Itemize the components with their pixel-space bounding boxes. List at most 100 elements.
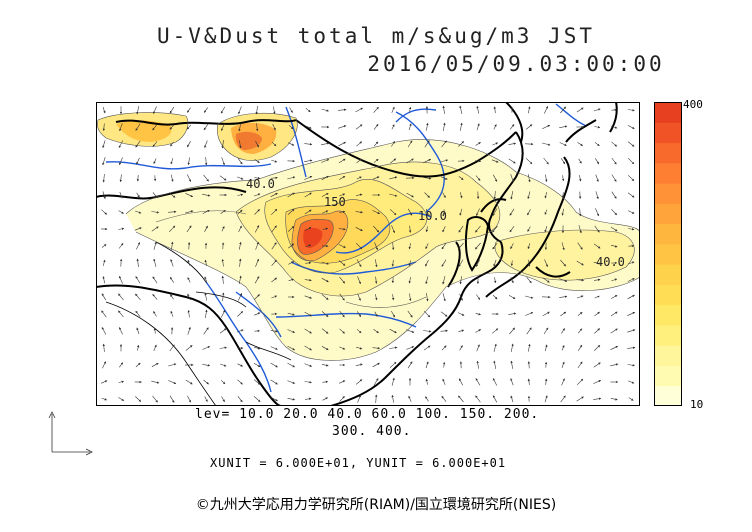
wind-arrow (527, 174, 531, 183)
wind-arrow (305, 244, 312, 248)
wind-arrow (339, 210, 346, 214)
wind-arrow (135, 310, 141, 317)
colorbar-swatch (654, 345, 682, 366)
wind-arrow (355, 363, 363, 366)
wind-arrow (576, 278, 585, 282)
wind-arrow (391, 310, 396, 318)
wind-arrow (578, 158, 582, 164)
wind-arrow (151, 226, 159, 232)
wind-arrow (458, 141, 465, 147)
wind-arrow (610, 398, 618, 401)
wind-arrow (339, 328, 345, 334)
wind-arrow (561, 361, 565, 368)
wind-arrow (101, 310, 107, 318)
wind-arrow (627, 364, 635, 367)
wind-arrow (187, 395, 191, 403)
wind-arrow (202, 210, 210, 214)
wind-arrow (118, 140, 124, 149)
wind-arrow (373, 106, 379, 113)
wind-arrow (373, 328, 379, 334)
wind-arrow (459, 122, 463, 131)
wind-arrow (136, 258, 139, 267)
wind-arrow (339, 310, 345, 318)
wind-arrow (544, 226, 548, 233)
wind-arrow (576, 260, 584, 266)
wind-arrow (442, 192, 446, 199)
wind-arrow (321, 328, 329, 334)
wind-arrow (493, 259, 497, 267)
wind-arrow (118, 310, 124, 318)
wind-arrow (492, 174, 498, 182)
wind-arrow (220, 106, 226, 114)
wind-arrow (391, 377, 395, 386)
wind-arrow (238, 123, 242, 132)
wind-arrow (544, 192, 547, 199)
wind-arrow (627, 109, 635, 112)
wind-arrow (356, 176, 362, 180)
wind-arrow (561, 208, 564, 216)
wind-arrow (458, 225, 464, 233)
wind-arrow (270, 193, 278, 197)
wind-arrow (425, 259, 429, 267)
wind-arrow (577, 312, 583, 316)
wind-arrow (373, 225, 380, 233)
wind-arrow (459, 105, 463, 114)
wind-arrow (559, 278, 568, 282)
wind-arrow (271, 259, 277, 266)
wind-arrow (338, 158, 346, 164)
wind-arrow (476, 259, 480, 267)
wind-arrow (221, 226, 225, 232)
wind-arrow (254, 159, 260, 164)
wind-arrow (508, 158, 516, 164)
colorbar-swatch (654, 324, 682, 346)
wind-arrow (221, 139, 224, 149)
wind-arrow (119, 327, 123, 335)
wind-arrow (441, 259, 447, 267)
wind-arrow (442, 226, 446, 233)
wind-arrow (407, 208, 413, 216)
wind-arrow (543, 327, 549, 335)
wind-arrow (238, 225, 242, 233)
wind-arrow (151, 211, 160, 214)
wind-arrow (576, 295, 584, 299)
wind-arrow (187, 326, 191, 335)
wind-arrow (593, 397, 602, 400)
wind-arrow (476, 360, 479, 369)
wind-arrow (102, 191, 106, 200)
wind-arrow (408, 225, 412, 233)
wind-arrow (391, 294, 395, 301)
map-timestamp: 2016/05/09.03:00:00 (367, 52, 665, 76)
wind-arrow (186, 225, 192, 233)
wind-arrow (526, 277, 532, 284)
wind-arrow (254, 346, 261, 350)
wind-arrow (475, 378, 481, 386)
wind-arrow (102, 173, 105, 183)
wind-arrow (578, 225, 582, 234)
wind-arrow (239, 241, 242, 250)
wind-arrow (561, 328, 565, 334)
wind-arrow (627, 141, 635, 147)
wind-arrow (476, 344, 480, 352)
wind-arrow (355, 227, 363, 231)
wind-arrow (441, 140, 447, 148)
wind-arrow (205, 309, 208, 318)
wind-arrow (611, 174, 617, 182)
wind-arrow (407, 361, 413, 369)
wind-arrow (459, 378, 463, 386)
wind-arrow (288, 142, 295, 146)
wind-arrow (475, 242, 481, 250)
wind-arrow (441, 345, 447, 351)
wind-arrow (304, 192, 312, 198)
wind-arrow (134, 227, 142, 231)
wind-arrow (321, 346, 329, 350)
wind-arrow (593, 380, 602, 384)
wind-arrow (579, 175, 582, 182)
wind-arrow (153, 310, 157, 317)
wind-arrow (187, 141, 191, 148)
wind-arrow (375, 294, 378, 301)
wind-arrow (270, 396, 279, 402)
wind-arrow (305, 261, 312, 265)
wind-arrow (202, 364, 211, 367)
wind-arrow (185, 379, 193, 385)
wind-arrow (338, 260, 346, 266)
